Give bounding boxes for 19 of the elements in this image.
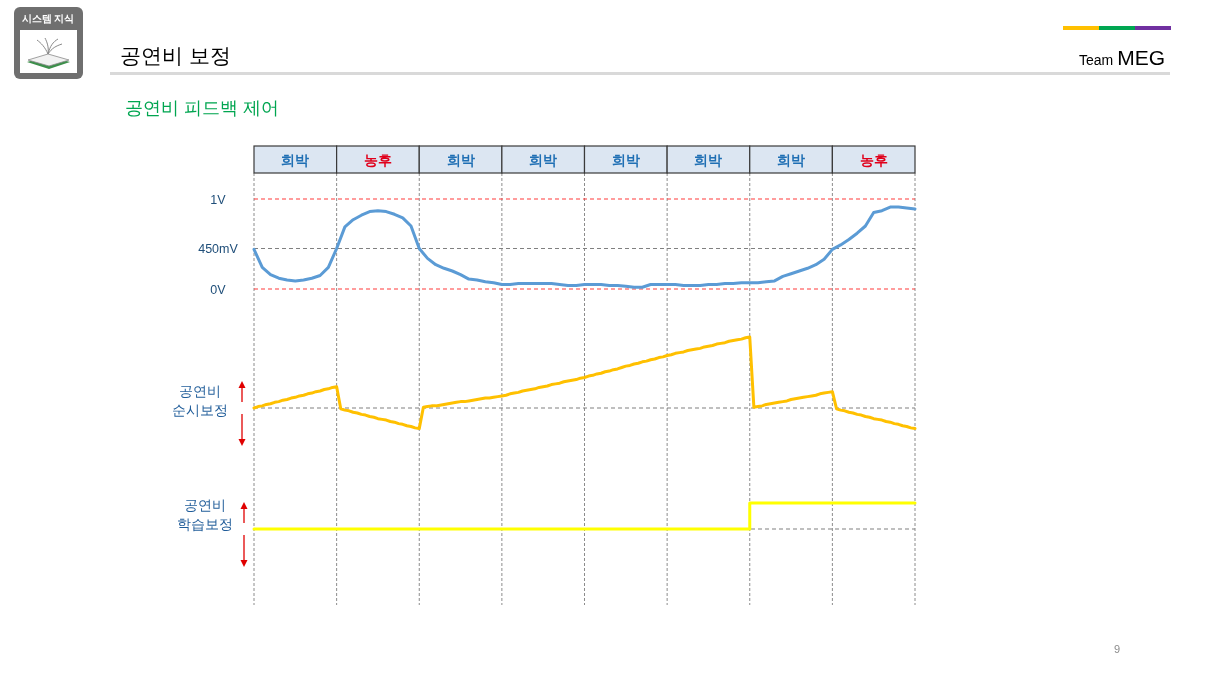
- category-label: 희박: [446, 152, 475, 168]
- line-series: [252, 205, 917, 289]
- category-label: 희박: [777, 152, 806, 168]
- text: 공연비 피드백 제어: [125, 98, 280, 118]
- text: Team MEG: [1079, 46, 1165, 69]
- text: 공연비 보정: [120, 44, 231, 67]
- text: 시스템 지식: [21, 13, 75, 24]
- category-label: 희박: [694, 152, 723, 168]
- y-axis-title: 공연비 학습보정: [177, 497, 233, 532]
- category-label: 희박: [529, 152, 558, 168]
- category-label: 농후: [363, 152, 392, 168]
- ref-line-label: 450mV: [198, 242, 239, 256]
- text: 9: [1113, 643, 1121, 655]
- y-tick-label: 0V: [210, 282, 227, 297]
- category-label: 희박: [281, 152, 310, 168]
- y-axis-title: 공연비 순시보정: [172, 383, 228, 418]
- category-label: 희박: [611, 152, 640, 168]
- category-label: 농후: [859, 152, 888, 168]
- y-tick-label: 1V: [210, 192, 227, 207]
